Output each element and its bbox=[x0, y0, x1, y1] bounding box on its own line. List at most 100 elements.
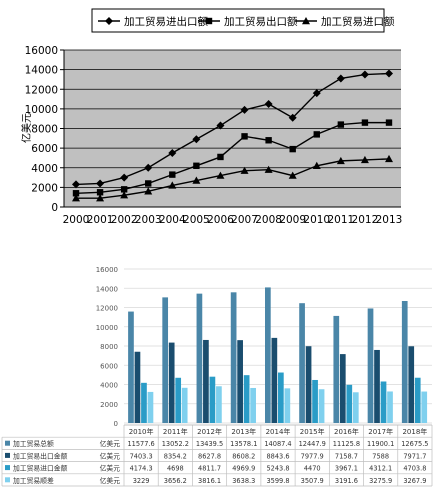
data-point bbox=[216, 121, 225, 130]
data-label: 3275.9 bbox=[369, 477, 392, 485]
y-tick-label: 2000 bbox=[31, 182, 58, 194]
data-point bbox=[120, 173, 129, 182]
bar bbox=[209, 376, 216, 423]
data-point bbox=[96, 194, 105, 202]
legend-unit: 亿美元 bbox=[100, 464, 121, 473]
data-label: 8608.2 bbox=[232, 452, 255, 460]
data-label: 3507.9 bbox=[301, 477, 324, 485]
bar bbox=[216, 386, 222, 423]
data-label: 11125.8 bbox=[333, 440, 360, 448]
bar bbox=[299, 303, 305, 423]
x-tick-label: 2004 bbox=[159, 214, 186, 226]
x-tick-label: 2014年 bbox=[266, 427, 291, 436]
bar bbox=[237, 340, 243, 423]
data-point bbox=[264, 99, 273, 108]
data-label: 4312.1 bbox=[369, 465, 392, 473]
bar bbox=[141, 382, 147, 423]
y-tick-label: 4000 bbox=[31, 163, 58, 175]
x-tick-label: 2005 bbox=[183, 214, 210, 226]
bar bbox=[414, 377, 421, 423]
x-tick-label: 2006 bbox=[207, 214, 234, 226]
data-point bbox=[240, 166, 249, 174]
y-tick-label: 14000 bbox=[25, 65, 58, 77]
bar bbox=[162, 297, 169, 423]
y-tick-label: 8000 bbox=[31, 124, 58, 136]
bar-group bbox=[128, 311, 154, 423]
data-label: 12447.9 bbox=[299, 440, 326, 448]
x-tick-label: 2008 bbox=[255, 214, 282, 226]
y-tick-label: 12000 bbox=[96, 305, 118, 313]
legend-swatch bbox=[5, 477, 10, 483]
data-point bbox=[168, 149, 177, 158]
bar bbox=[250, 387, 256, 423]
x-tick-label: 2018年 bbox=[402, 427, 427, 436]
data-point bbox=[216, 171, 225, 179]
data-point bbox=[120, 186, 128, 193]
data-label: 11577.6 bbox=[127, 440, 154, 448]
x-tick-label: 2009 bbox=[279, 214, 306, 226]
data-table: 2010年 2011年 2012年 2013年 2014年 2015年 2016年 2017年… bbox=[1, 424, 433, 487]
bar bbox=[128, 311, 134, 423]
data-label: 4174.3 bbox=[130, 465, 153, 473]
data-point bbox=[264, 165, 273, 173]
data-label: 3191.6 bbox=[335, 477, 358, 485]
data-point bbox=[72, 194, 80, 202]
legend-marker bbox=[105, 17, 113, 25]
data-point bbox=[72, 190, 80, 197]
data-label: 8843.6 bbox=[266, 452, 289, 460]
data-label: 11900.1 bbox=[367, 440, 394, 448]
bar bbox=[230, 292, 237, 423]
data-label: 5243.8 bbox=[266, 465, 289, 473]
y-tick-label: 6000 bbox=[100, 362, 118, 370]
bar-group bbox=[333, 315, 359, 423]
series-1 bbox=[72, 69, 393, 189]
bar-group bbox=[230, 292, 256, 423]
y-tick-label: 0 bbox=[51, 202, 58, 214]
data-label: 3229 bbox=[133, 477, 150, 485]
data-label: 4698 bbox=[167, 465, 184, 473]
x-tick-label: 2010 bbox=[303, 214, 330, 226]
legend-label: 加工贸易总额 bbox=[13, 439, 54, 448]
data-label: 13052.2 bbox=[162, 440, 189, 448]
x-tick-label: 2013年 bbox=[231, 427, 256, 436]
bar bbox=[134, 351, 141, 423]
data-point bbox=[361, 119, 369, 126]
bar bbox=[401, 300, 408, 423]
bar bbox=[284, 388, 291, 423]
data-label: 4969.9 bbox=[232, 465, 255, 473]
y-tick-label: 14000 bbox=[96, 285, 118, 293]
data-label: 4470 bbox=[304, 465, 321, 473]
data-point bbox=[312, 89, 321, 98]
bar bbox=[367, 308, 374, 423]
x-tick-label: 2012 bbox=[352, 214, 379, 226]
bar bbox=[346, 384, 353, 423]
series-line bbox=[75, 72, 390, 186]
series-line bbox=[75, 121, 389, 194]
data-point bbox=[240, 105, 249, 114]
bar-group bbox=[162, 297, 188, 423]
x-tick-label: 2007 bbox=[231, 214, 258, 226]
legend-label: 加工贸易出口金额 bbox=[13, 451, 68, 460]
bar bbox=[305, 346, 312, 423]
y-tick-label: 8000 bbox=[100, 343, 118, 351]
data-point bbox=[193, 162, 200, 169]
bar bbox=[181, 387, 188, 423]
data-point bbox=[144, 163, 153, 172]
data-point bbox=[144, 187, 153, 195]
bar-group bbox=[367, 308, 393, 423]
x-tick-label: 2001 bbox=[87, 214, 114, 226]
data-point bbox=[312, 161, 321, 169]
bar bbox=[387, 391, 393, 423]
data-point bbox=[241, 133, 248, 140]
x-tick-label: 2013 bbox=[376, 214, 403, 226]
data-point bbox=[265, 137, 272, 144]
data-label: 7403.3 bbox=[130, 452, 153, 460]
x-tick-label: 2011 bbox=[327, 214, 354, 226]
bar bbox=[421, 391, 428, 423]
data-point bbox=[337, 121, 345, 128]
bar bbox=[168, 342, 175, 423]
data-label: 13578.1 bbox=[230, 440, 257, 448]
x-tick-label: 2012年 bbox=[197, 427, 222, 436]
data-point bbox=[289, 145, 296, 153]
data-label: 3267.9 bbox=[403, 477, 426, 485]
